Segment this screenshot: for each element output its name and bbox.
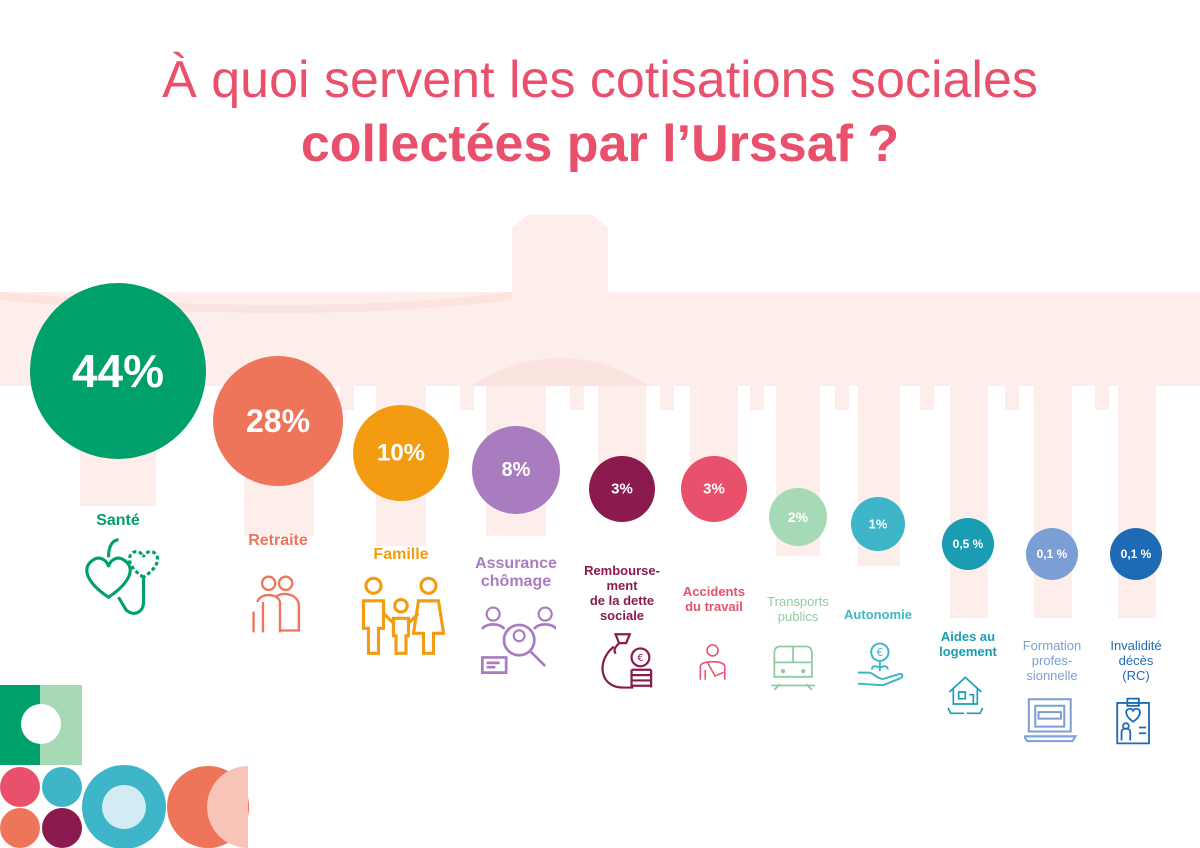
bubble-8: 1% <box>851 497 905 551</box>
category-label: Santé <box>96 512 140 529</box>
title-line-2: collectées par l’Urssaf ? <box>300 115 900 173</box>
bubble-circle <box>1026 528 1078 580</box>
category-label: Autonomie <box>844 607 912 622</box>
category-label: Rembourse- ment de la dette sociale <box>584 563 660 623</box>
category-label: Retraite <box>248 532 308 549</box>
family-icon <box>361 576 446 655</box>
bubble-10: 0,1 % <box>1026 528 1078 580</box>
bubble-circle <box>681 456 747 522</box>
category-label: Transports publics <box>767 594 829 624</box>
elderly-couple-icon <box>252 575 301 633</box>
category-label: Formation profes- sionnelle <box>1022 638 1082 683</box>
bubble-11: 0,1 % <box>1110 528 1162 580</box>
title-line-1: À quoi servent les cotisations sociales <box>162 51 1038 109</box>
hand-coin-plant-icon: € <box>857 642 904 687</box>
bubble-7: 2% <box>769 488 827 546</box>
category-label: Aides au logement <box>939 629 997 659</box>
bubble-circle <box>213 356 343 486</box>
train-icon <box>771 645 815 691</box>
decorative-shapes <box>0 685 249 848</box>
bubble-9: 0,5 % <box>942 518 994 570</box>
bubble-value-label: 3% <box>611 481 633 498</box>
bubble-value-label: 2% <box>788 509 809 525</box>
bubble-circle <box>942 518 994 570</box>
bubble-6: 3% <box>681 456 747 522</box>
bubble-circle <box>30 283 206 459</box>
category-label: Invalidité décès (RC) <box>1110 638 1162 683</box>
bubble-4: 8% <box>472 426 560 514</box>
bubble-value-label: 0,5 % <box>953 537 984 551</box>
bubble-1: 44% <box>30 283 206 459</box>
bubble-circle <box>472 426 560 514</box>
bubble-value-label: 0,1 % <box>1037 547 1068 561</box>
bubble-3: 10% <box>353 405 449 501</box>
bubble-circle <box>769 488 827 546</box>
bubble-value-label: 1% <box>869 517 888 532</box>
svg-text:€: € <box>877 647 884 659</box>
bubble-value-label: 10% <box>377 440 425 467</box>
bubble-5: 3% <box>589 456 655 522</box>
job-search-icon <box>480 606 556 674</box>
page-title: À quoi servent les cotisations sociales … <box>0 48 1200 176</box>
bubble-value-label: 28% <box>246 403 310 439</box>
category-label: Accidents du travail <box>682 584 746 614</box>
bubble-circle <box>1110 528 1162 580</box>
bubble-value-label: 0,1 % <box>1121 547 1152 561</box>
svg-text:€: € <box>637 653 643 664</box>
category-label: Assurance chômage <box>475 555 557 590</box>
bubble-value-label: 3% <box>703 481 725 498</box>
injured-worker-icon <box>699 644 726 680</box>
laptop-icon <box>1024 698 1078 743</box>
hearts-stethoscope-icon <box>85 538 160 615</box>
bubble-circle <box>353 405 449 501</box>
house-hands-icon <box>947 676 984 715</box>
clipboard-heart-icon <box>1116 697 1150 745</box>
bubble-circle <box>851 497 905 551</box>
category-label: Famille <box>373 546 429 563</box>
bubble-2: 28% <box>213 356 343 486</box>
bubble-value-label: 8% <box>502 459 531 481</box>
money-bag-euro-icon: € <box>601 633 653 689</box>
bubble-value-label: 44% <box>72 345 164 397</box>
bubble-circle <box>589 456 655 522</box>
